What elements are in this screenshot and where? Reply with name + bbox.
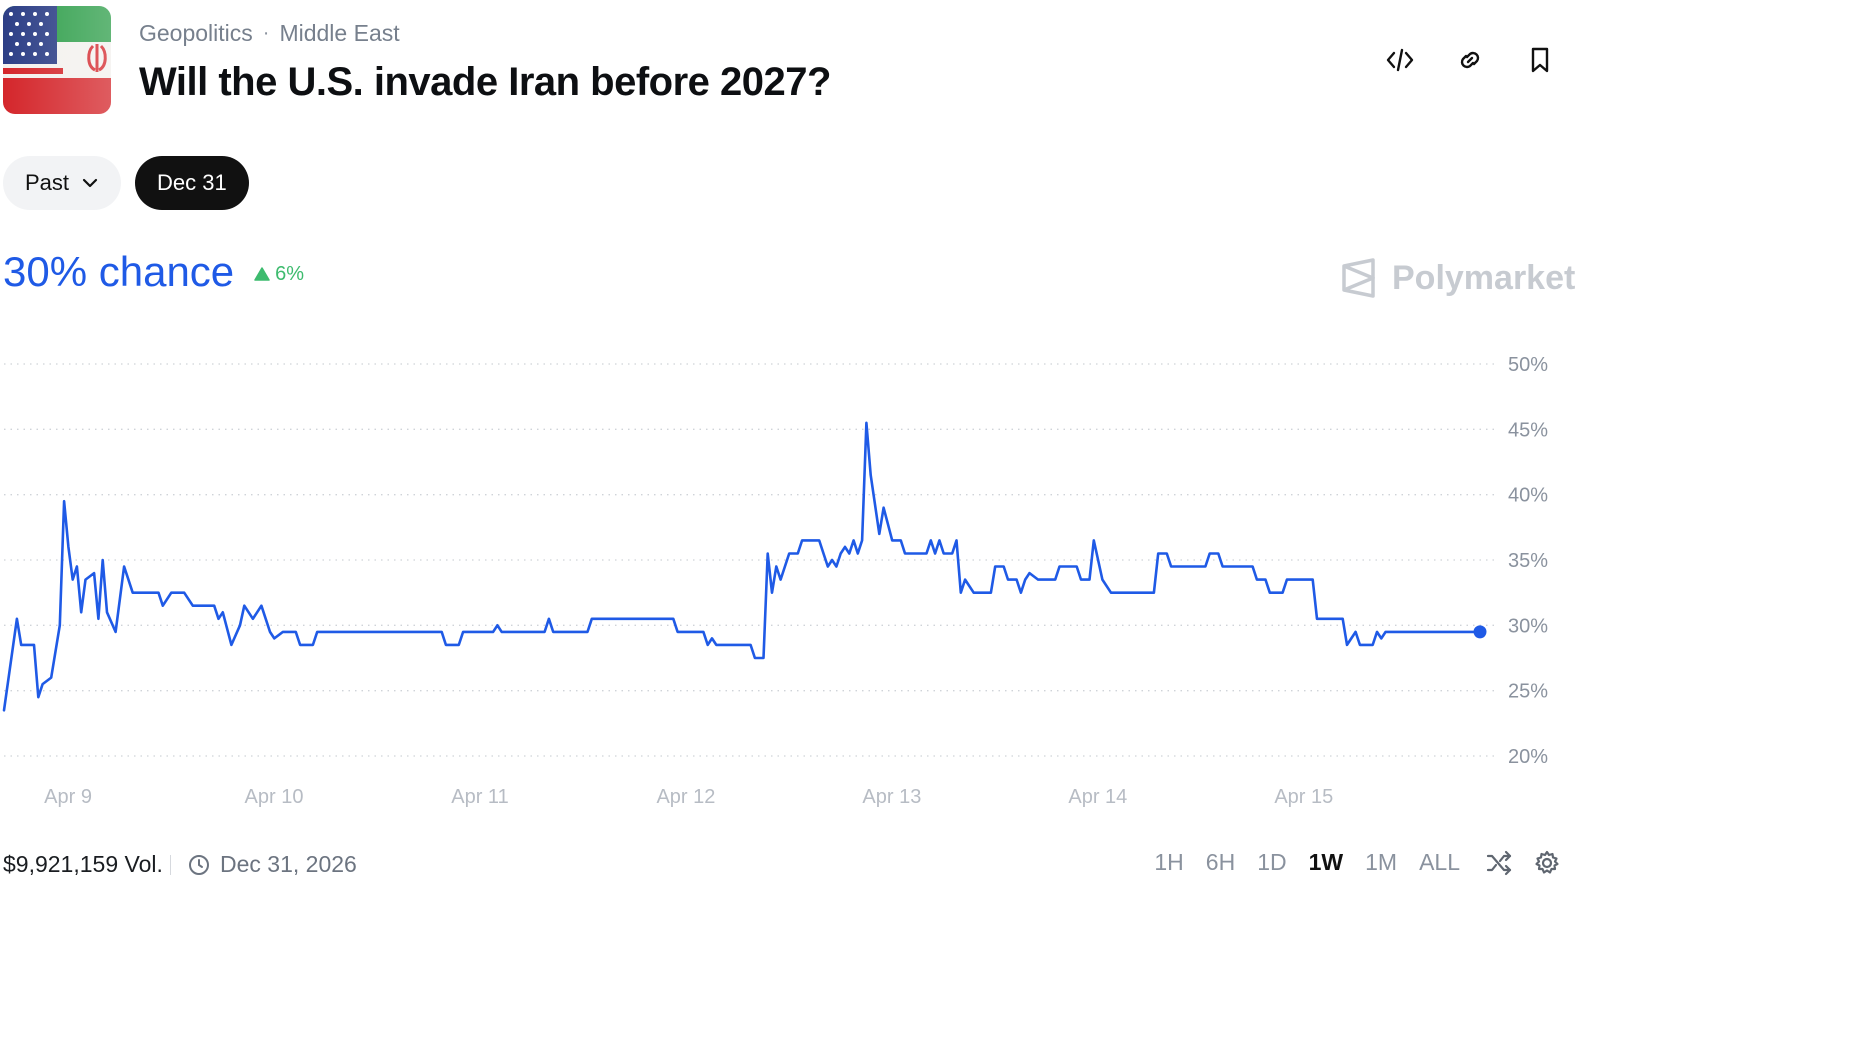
y-tick-label: 50% <box>1508 354 1548 376</box>
end-date-text: Dec 31, 2026 <box>220 851 357 877</box>
breadcrumb: Geopolitics · Middle East <box>139 20 400 47</box>
y-tick-label: 25% <box>1508 681 1548 703</box>
y-axis-labels: 50% 45% 40% 35% 30% 25% 20% <box>1508 354 1548 768</box>
range-1d[interactable]: 1D <box>1257 849 1287 875</box>
us-iran-flag-image <box>3 6 111 114</box>
footer-divider <box>170 855 171 875</box>
x-tick-label: Apr 11 <box>451 786 508 808</box>
date-pill-dec-31[interactable]: Dec 31 <box>135 156 249 210</box>
breadcrumb-category[interactable]: Geopolitics <box>139 20 253 46</box>
chance-value: 30% chance <box>3 248 235 295</box>
polymarket-watermark: Polymarket <box>1340 258 1575 298</box>
range-1h[interactable]: 1H <box>1154 849 1184 875</box>
y-tick-label: 20% <box>1508 746 1548 768</box>
current-value-dot <box>1473 625 1487 639</box>
bookmark-button[interactable] <box>1524 42 1556 78</box>
embed-button[interactable] <box>1384 42 1416 78</box>
outcome-pills: Past Dec 31 <box>3 156 249 210</box>
copy-link-button[interactable] <box>1454 42 1486 78</box>
price-chart[interactable]: 50%45%40%35%30%25%20% Apr 9 Apr 10 Apr 11 A… <box>0 330 1560 820</box>
header-actions <box>1384 42 1556 78</box>
x-tick-label: Apr 12 <box>656 786 715 808</box>
link-icon <box>1460 51 1480 69</box>
x-tick-label: Apr 15 <box>1274 786 1333 808</box>
date-pill-label: Dec 31 <box>157 170 227 195</box>
range-1w[interactable]: 1W <box>1308 849 1344 875</box>
range-6h[interactable]: 6H <box>1205 849 1236 875</box>
x-axis-labels: Apr 9 Apr 10 Apr 11 Apr 12 Apr 13 Apr 14 Apr 1… <box>44 786 1333 808</box>
market-thumbnail <box>3 6 111 114</box>
range-1m[interactable]: 1M <box>1365 849 1398 875</box>
x-tick-label: Apr 9 <box>44 786 92 808</box>
breadcrumb-separator: · <box>262 22 270 44</box>
time-range-selector: 1H 6H 1D 1W 1M ALL <box>1154 849 1560 876</box>
x-tick-label: Apr 14 <box>1068 786 1127 808</box>
change-badge: 6% <box>254 263 304 286</box>
brand-name: Polymarket <box>1392 258 1576 297</box>
range-all[interactable]: ALL <box>1419 849 1460 875</box>
x-tick-label: Apr 10 <box>245 786 304 808</box>
embed-icon <box>1386 48 1414 72</box>
settings-gear-icon[interactable] <box>1534 850 1560 876</box>
breadcrumb-subcategory[interactable]: Middle East <box>279 20 400 46</box>
clock-icon <box>189 854 209 875</box>
shuffle-icon[interactable] <box>1486 850 1512 876</box>
triangle-up-icon <box>254 267 270 281</box>
chance-summary: 30% chance 6% <box>3 248 304 296</box>
polymarket-logo-icon <box>1342 258 1375 298</box>
chevron-down-icon <box>82 178 98 188</box>
y-tick-label: 30% <box>1508 615 1548 637</box>
y-tick-label: 35% <box>1508 550 1548 572</box>
page-title: Will the U.S. invade Iran before 2027? <box>139 60 831 104</box>
probability-line <box>2 421 1482 712</box>
chart-footer: $9,921,159 Vol. Dec 31, 2026 1H 6H 1D 1W… <box>0 845 1560 885</box>
y-tick-label: 45% <box>1508 419 1548 441</box>
past-label: Past <box>25 170 70 195</box>
end-date: Dec 31, 2026 <box>188 851 357 878</box>
y-tick-label: 40% <box>1508 485 1548 507</box>
x-tick-label: Apr 13 <box>862 786 921 808</box>
change-value: 6% <box>275 262 305 285</box>
past-dropdown[interactable]: Past <box>3 156 122 210</box>
market-header: Geopolitics · Middle East Will the U.S. … <box>0 0 1856 130</box>
volume-text: $9,921,159 Vol. <box>3 851 163 877</box>
chart-grid <box>4 363 1495 757</box>
bookmark-icon <box>1531 47 1549 73</box>
